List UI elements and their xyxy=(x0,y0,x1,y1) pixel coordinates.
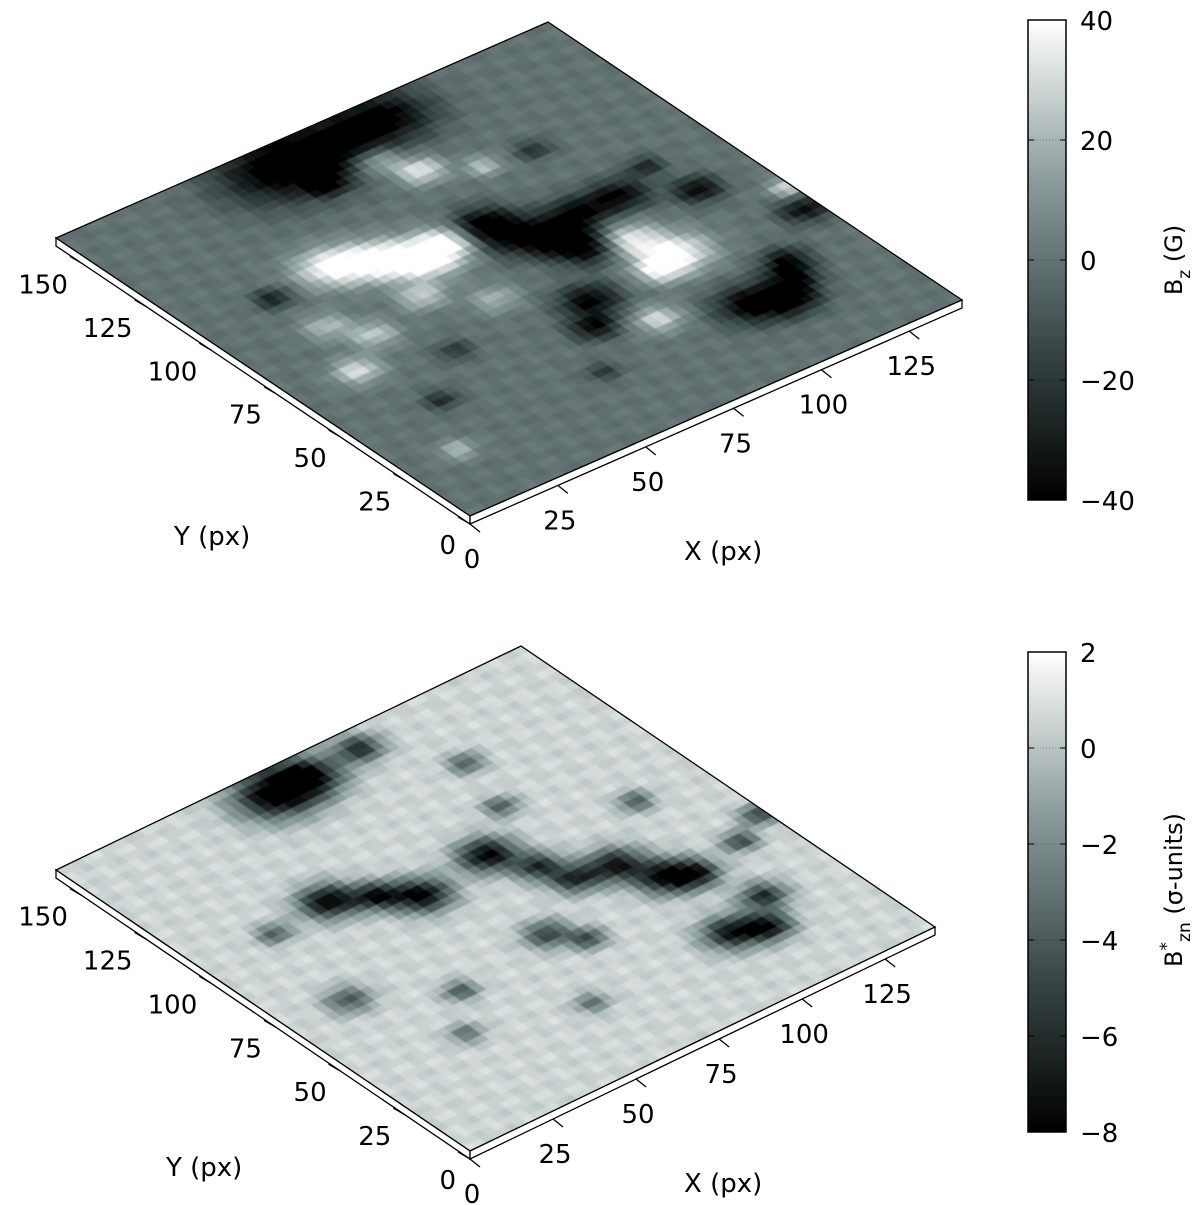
colorbar-tick-label: 40 xyxy=(1080,7,1113,37)
x-tick-label: 25 xyxy=(543,506,576,536)
y-tick-label: 75 xyxy=(229,401,262,431)
y-tick-label: 150 xyxy=(18,270,68,300)
x-tick-mark xyxy=(908,330,920,340)
y-tick-mark xyxy=(457,516,471,525)
surface-frame xyxy=(54,21,964,526)
surface-bz xyxy=(56,22,962,516)
y-tick-label: 25 xyxy=(358,488,391,518)
x-axis-ticks: 0 25 50 75 100 125 xyxy=(464,330,936,575)
y-axis-title: Y (px) xyxy=(173,522,250,552)
surface-bzn xyxy=(56,646,935,1151)
y-tick-label: 125 xyxy=(83,314,133,344)
x-tick-mark xyxy=(469,523,481,533)
colorbar-bz: 40 20 0 −20 −40 Bz (G) xyxy=(1027,7,1195,517)
x-tick-mark xyxy=(733,407,744,417)
x-axis-title: X (px) xyxy=(684,537,762,567)
x-tick-label: 100 xyxy=(799,391,849,421)
y-tick-label: 0 xyxy=(439,531,456,561)
colorbar-tick-label: −40 xyxy=(1080,487,1135,517)
colorbar-tick-label: 0 xyxy=(1080,247,1097,277)
x-tick-mark xyxy=(645,446,657,456)
colorbar-tick-label: 20 xyxy=(1080,127,1113,157)
x-tick-mark xyxy=(557,484,569,494)
panel-bz: 0 25 50 75 100 125 0 25 50 75 100 125 150 X (px) Y … xyxy=(18,7,1195,575)
x-tick-label: 0 xyxy=(464,545,481,575)
y-tick-mark xyxy=(392,473,406,482)
y-tick-mark xyxy=(328,429,341,438)
colorbar-title: Bz (G) xyxy=(1160,225,1195,295)
y-tick-label: 100 xyxy=(148,357,198,387)
x-tick-label: 125 xyxy=(886,352,936,382)
y-tick-label: 50 xyxy=(294,444,327,474)
y-tick-mark xyxy=(198,342,212,351)
x-tick-label: 50 xyxy=(631,468,664,498)
slab-front-face xyxy=(469,299,963,525)
y-tick-mark xyxy=(263,386,277,395)
y-tick-mark xyxy=(69,255,83,264)
x-tick-label: 75 xyxy=(719,429,752,459)
colorbar-tick-label: −20 xyxy=(1080,367,1135,397)
x-tick-mark xyxy=(821,369,832,379)
y-axis-ticks: 0 25 50 75 100 125 150 xyxy=(18,255,471,561)
y-tick-mark xyxy=(134,299,147,308)
